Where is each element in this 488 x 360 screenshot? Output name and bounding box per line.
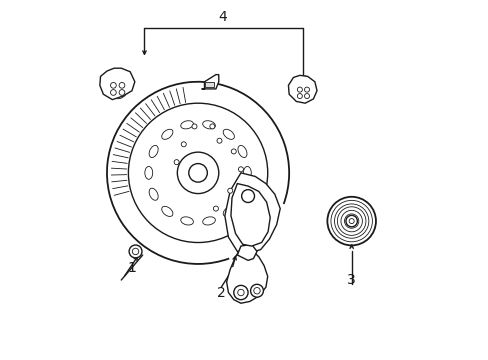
Ellipse shape — [238, 145, 246, 158]
Circle shape — [238, 167, 243, 172]
Circle shape — [304, 94, 309, 99]
Circle shape — [119, 90, 124, 95]
Circle shape — [345, 215, 357, 227]
Circle shape — [304, 87, 309, 92]
Circle shape — [110, 90, 116, 95]
Circle shape — [181, 142, 186, 147]
Circle shape — [348, 219, 353, 224]
Circle shape — [241, 190, 254, 203]
Circle shape — [326, 197, 375, 246]
Circle shape — [250, 284, 263, 297]
Circle shape — [237, 289, 244, 296]
Circle shape — [192, 124, 197, 129]
Text: 3: 3 — [346, 273, 355, 287]
Circle shape — [174, 159, 179, 165]
Polygon shape — [100, 68, 135, 100]
Ellipse shape — [223, 129, 234, 139]
Circle shape — [227, 188, 232, 193]
Ellipse shape — [162, 129, 173, 139]
Circle shape — [110, 82, 116, 88]
Ellipse shape — [181, 121, 193, 129]
Circle shape — [129, 245, 142, 258]
Polygon shape — [201, 75, 218, 89]
Ellipse shape — [162, 206, 173, 216]
Ellipse shape — [181, 217, 193, 225]
Ellipse shape — [223, 206, 234, 216]
Polygon shape — [288, 75, 316, 103]
Circle shape — [233, 285, 247, 300]
Circle shape — [217, 138, 222, 143]
Polygon shape — [205, 82, 214, 87]
Ellipse shape — [149, 145, 158, 158]
Circle shape — [132, 248, 139, 255]
Circle shape — [245, 195, 250, 201]
Ellipse shape — [243, 166, 251, 179]
Polygon shape — [226, 248, 267, 303]
Circle shape — [231, 149, 236, 154]
Circle shape — [128, 103, 267, 243]
Circle shape — [177, 152, 218, 194]
Text: 4: 4 — [218, 10, 227, 24]
Circle shape — [209, 124, 214, 129]
Polygon shape — [230, 184, 270, 246]
Polygon shape — [237, 244, 257, 260]
Ellipse shape — [238, 188, 246, 200]
Ellipse shape — [203, 217, 215, 225]
Text: 2: 2 — [217, 285, 225, 300]
Circle shape — [188, 163, 207, 182]
Text: 1: 1 — [127, 261, 136, 275]
Ellipse shape — [203, 121, 215, 129]
Polygon shape — [224, 173, 280, 253]
Circle shape — [213, 206, 218, 211]
Circle shape — [297, 87, 302, 92]
Ellipse shape — [149, 188, 158, 200]
Circle shape — [253, 288, 260, 294]
Ellipse shape — [144, 166, 152, 179]
Circle shape — [297, 94, 302, 99]
Circle shape — [119, 82, 124, 88]
